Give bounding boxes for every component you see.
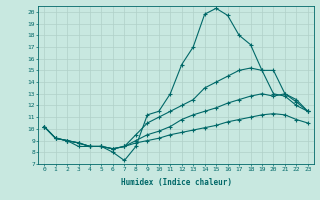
X-axis label: Humidex (Indice chaleur): Humidex (Indice chaleur): [121, 178, 231, 187]
